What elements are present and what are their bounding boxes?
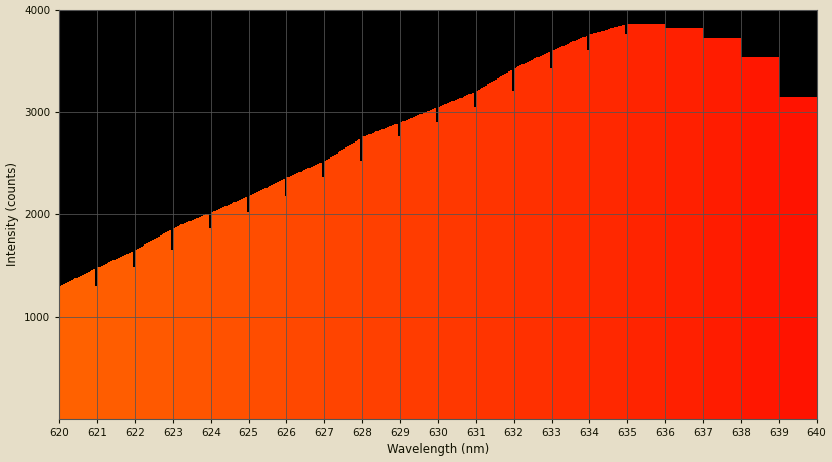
Y-axis label: Intensity (counts): Intensity (counts) [6,162,18,266]
X-axis label: Wavelength (nm): Wavelength (nm) [387,444,489,456]
